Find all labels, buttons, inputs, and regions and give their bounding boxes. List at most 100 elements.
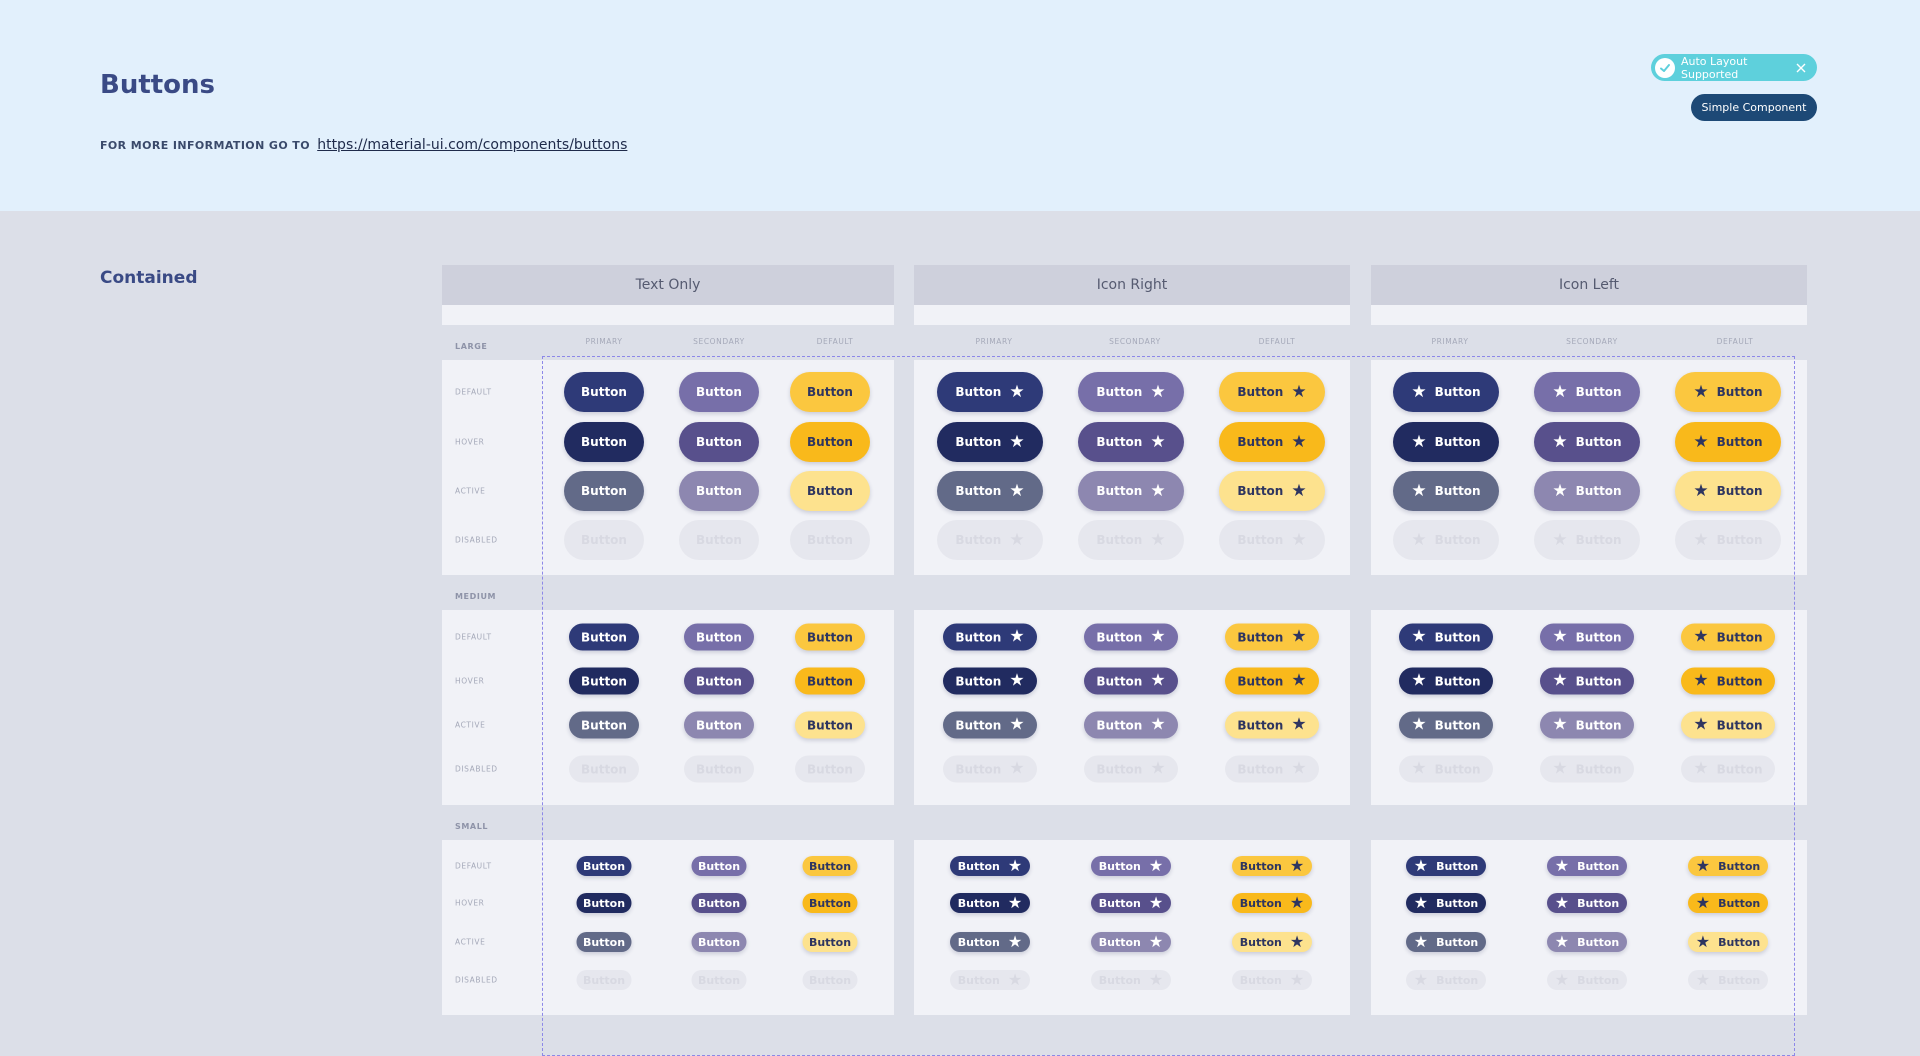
button-text-only-secondary-medium-default[interactable]: Button [684,623,754,651]
button-icon-right-default-small-active[interactable]: Button ★ [1232,932,1312,952]
button-icon-right-primary-small-hover[interactable]: Button ★ [950,893,1030,913]
button-icon-left-secondary-large-default[interactable]: ★ Button [1534,372,1640,412]
button-text-only-secondary-medium-active[interactable]: Button [684,711,754,739]
button-text-only-default-large-active[interactable]: Button [790,471,870,511]
group-header-icon-right: Icon Right [914,265,1350,305]
button-icon-left-primary-small-active[interactable]: ★ Button [1406,932,1486,952]
button-icon-left-secondary-large-active[interactable]: ★ Button [1534,471,1640,511]
button-icon-right-secondary-small-active[interactable]: Button ★ [1091,932,1171,952]
button-icon-left-secondary-medium-hover[interactable]: ★ Button [1540,667,1634,695]
button-icon-left-default-medium-hover[interactable]: ★ Button [1681,667,1775,695]
button-text-only-primary-small-hover[interactable]: Button [576,893,632,913]
button-text-only-default-small-hover[interactable]: Button [802,893,858,913]
button-text-only-primary-medium-active[interactable]: Button [569,711,639,739]
button-icon-right-primary-large-active[interactable]: Button ★ [937,471,1043,511]
button-icon-left-secondary-small-default[interactable]: ★ Button [1547,856,1627,876]
button-text-only-primary-large-active[interactable]: Button [564,471,644,511]
button-text-only-primary-small-disabled: Button [576,970,632,990]
button-icon-right-default-small-default[interactable]: Button ★ [1232,856,1312,876]
docs-link[interactable]: https://material-ui.com/components/butto… [317,137,628,153]
button-text-only-secondary-large-hover[interactable]: Button [679,422,759,462]
button-text-only-secondary-large-active[interactable]: Button [679,471,759,511]
button-icon-right-default-small-hover[interactable]: Button ★ [1232,893,1312,913]
button-icon-right-primary-large-hover[interactable]: Button ★ [937,422,1043,462]
button-icon-right-secondary-medium-hover[interactable]: Button ★ [1084,667,1178,695]
state-label-hover: HOVER [455,898,485,908]
button-label: Button [1577,859,1620,873]
button-icon-left-primary-medium-default[interactable]: ★ Button [1399,623,1493,651]
button-icon-right-primary-small-default[interactable]: Button ★ [950,856,1030,876]
button-icon-right-secondary-small-hover[interactable]: Button ★ [1091,893,1171,913]
button-icon-left-secondary-small-active[interactable]: ★ Button [1547,932,1627,952]
button-icon-right-primary-medium-default[interactable]: Button ★ [943,623,1037,651]
button-icon-left-default-large-hover[interactable]: ★ Button [1675,422,1781,462]
button-text-only-primary-small-active[interactable]: Button [576,932,632,952]
button-text-only-primary-medium-default[interactable]: Button [569,623,639,651]
button-icon-right-default-medium-hover[interactable]: Button ★ [1225,667,1319,695]
button-text-only-secondary-small-default[interactable]: Button [691,856,747,876]
button-icon-left-primary-small-hover[interactable]: ★ Button [1406,893,1486,913]
button-icon-right-primary-small-active[interactable]: Button ★ [950,932,1030,952]
button-icon-right-default-large-hover[interactable]: Button ★ [1219,422,1325,462]
button-icon-right-default-medium-active[interactable]: Button ★ [1225,711,1319,739]
size-label-medium: MEDIUM [455,592,497,601]
button-icon-left-secondary-medium-default[interactable]: ★ Button [1540,623,1634,651]
button-icon-left-secondary-large-hover[interactable]: ★ Button [1534,422,1640,462]
button-label: Button [955,762,1002,776]
star-icon: ★ [1552,529,1568,550]
button-icon-left-secondary-small-hover[interactable]: ★ Button [1547,893,1627,913]
button-icon-left-default-small-hover[interactable]: ★ Button [1688,893,1768,913]
button-text-only-default-small-default[interactable]: Button [802,856,858,876]
button-label: Button [807,533,853,547]
button-icon-left-default-small-default[interactable]: ★ Button [1688,856,1768,876]
button-icon-left-secondary-medium-active[interactable]: ★ Button [1540,711,1634,739]
button-text-only-default-medium-hover[interactable]: Button [795,667,865,695]
button-icon-left-primary-small-default[interactable]: ★ Button [1406,856,1486,876]
button-text-only-primary-small-default[interactable]: Button [576,856,632,876]
button-text-only-default-large-default[interactable]: Button [790,372,870,412]
button-icon-right-primary-medium-active[interactable]: Button ★ [943,711,1037,739]
button-text-only-primary-large-default[interactable]: Button [564,372,644,412]
button-text-only-default-medium-active[interactable]: Button [795,711,865,739]
button-icon-left-primary-large-hover[interactable]: ★ Button [1393,422,1499,462]
button-icon-left-default-large-active[interactable]: ★ Button [1675,471,1781,511]
simple-component-badge[interactable]: Simple Component [1691,94,1817,121]
button-icon-right-secondary-medium-active[interactable]: Button ★ [1084,711,1178,739]
button-icon-left-default-small-active[interactable]: ★ Button [1688,932,1768,952]
button-text-only-default-large-hover[interactable]: Button [790,422,870,462]
button-icon-left-primary-large-active[interactable]: ★ Button [1393,471,1499,511]
button-icon-right-primary-medium-hover[interactable]: Button ★ [943,667,1037,695]
button-icon-right-secondary-large-default[interactable]: Button ★ [1078,372,1184,412]
close-icon[interactable] [1791,58,1811,78]
button-icon-right-secondary-large-active[interactable]: Button ★ [1078,471,1184,511]
size-label-large: LARGE [455,342,488,351]
button-icon-right-default-large-active[interactable]: Button ★ [1219,471,1325,511]
button-text-only-primary-large-hover[interactable]: Button [564,422,644,462]
state-label-disabled: DISABLED [455,764,498,774]
button-icon-left-primary-medium-hover[interactable]: ★ Button [1399,667,1493,695]
button-text-only-secondary-small-hover[interactable]: Button [691,893,747,913]
button-icon-right-secondary-medium-default[interactable]: Button ★ [1084,623,1178,651]
button-text-only-secondary-small-active[interactable]: Button [691,932,747,952]
button-text-only-default-medium-default[interactable]: Button [795,623,865,651]
button-icon-left-default-medium-default[interactable]: ★ Button [1681,623,1775,651]
star-icon: ★ [1150,670,1166,691]
button-icon-right-default-small-disabled: Button ★ [1232,970,1312,990]
button-icon-right-primary-large-default[interactable]: Button ★ [937,372,1043,412]
button-icon-right-default-medium-default[interactable]: Button ★ [1225,623,1319,651]
button-icon-right-default-large-default[interactable]: Button ★ [1219,372,1325,412]
button-icon-left-primary-large-default[interactable]: ★ Button [1393,372,1499,412]
button-icon-left-default-large-default[interactable]: ★ Button [1675,372,1781,412]
button-icon-right-secondary-large-hover[interactable]: Button ★ [1078,422,1184,462]
button-icon-left-default-small-disabled: ★ Button [1688,970,1768,990]
auto-layout-badge[interactable]: Auto Layout Supported [1651,54,1817,81]
button-icon-right-secondary-small-default[interactable]: Button ★ [1091,856,1171,876]
button-label: Button [1577,896,1620,910]
button-icon-left-default-medium-active[interactable]: ★ Button [1681,711,1775,739]
button-text-only-secondary-medium-hover[interactable]: Button [684,667,754,695]
button-icon-left-primary-medium-active[interactable]: ★ Button [1399,711,1493,739]
button-text-only-primary-medium-hover[interactable]: Button [569,667,639,695]
button-icon-left-primary-medium-disabled: ★ Button [1399,755,1493,783]
button-text-only-default-small-active[interactable]: Button [802,932,858,952]
button-text-only-secondary-large-default[interactable]: Button [679,372,759,412]
